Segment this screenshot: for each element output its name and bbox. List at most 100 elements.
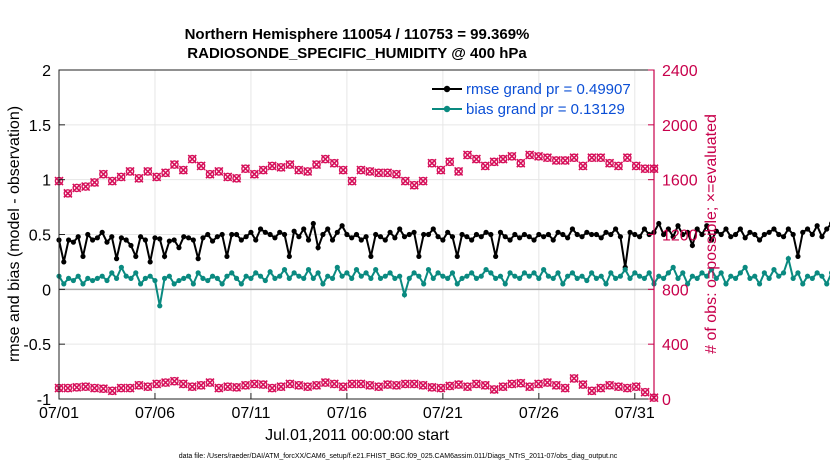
data-point (152, 235, 158, 241)
data-point (214, 275, 220, 281)
right-tick-label: 800 (662, 282, 689, 299)
data-point (665, 270, 671, 276)
obs-count-marker (81, 181, 91, 192)
data-point (689, 242, 695, 249)
obs-count-marker (143, 382, 153, 392)
data-point (358, 237, 364, 243)
data-point (401, 234, 408, 240)
data-point (584, 229, 590, 235)
obs-count-marker (143, 166, 153, 177)
data-point (109, 270, 115, 276)
data-point (694, 275, 700, 281)
data-point (660, 231, 667, 238)
data-point (824, 281, 830, 287)
legend-rmse-label: rmse grand pr = 0.49907 (466, 81, 631, 98)
left-tick-label: 0 (42, 282, 51, 299)
data-point (675, 275, 681, 281)
data-point (800, 229, 806, 235)
data-point (756, 237, 763, 243)
obs-count-marker (178, 379, 188, 389)
data-point (550, 237, 556, 243)
obs-count-marker (311, 160, 322, 170)
data-point (732, 275, 739, 281)
data-point (785, 256, 791, 262)
data-point (622, 266, 628, 273)
data-point (157, 303, 163, 309)
obs-count-marker (445, 381, 455, 391)
data-point (286, 275, 292, 281)
obs-count-marker (525, 382, 535, 392)
series-1 (56, 255, 830, 309)
data-point (262, 229, 268, 235)
obs-count-marker (551, 155, 561, 166)
obs-count-marker (356, 165, 366, 175)
obs-count-marker (551, 380, 561, 390)
obs-count-marker (72, 382, 82, 392)
data-point (118, 235, 124, 241)
obs-count-marker (311, 380, 322, 390)
data-point (344, 231, 350, 238)
data-point (416, 253, 422, 260)
obs-count-marker (232, 173, 242, 183)
data-point (579, 273, 585, 279)
data-point (229, 231, 235, 238)
data-point (790, 275, 796, 281)
data-point (133, 253, 139, 260)
obs-count-marker (578, 161, 588, 171)
data-point (752, 273, 758, 279)
obs-count-marker (498, 154, 508, 164)
data-point (315, 270, 321, 276)
data-point (373, 266, 379, 273)
x-axis-ticks: 07/01 07/06 07/11 07/16 07/21 07/26 07/31 (39, 393, 655, 422)
left-tick-label: 1.5 (29, 118, 51, 135)
obs-count-marker (569, 373, 579, 384)
data-point (569, 226, 576, 232)
data-point (565, 235, 571, 241)
data-point (593, 231, 600, 238)
obs-count-marker (400, 176, 410, 186)
data-point (737, 270, 743, 276)
data-point (521, 231, 528, 238)
data-point (776, 273, 782, 279)
data-point (128, 275, 134, 281)
data-point (598, 235, 604, 241)
data-point (123, 273, 129, 279)
data-point (502, 281, 508, 287)
data-point (608, 231, 614, 238)
data-point (421, 281, 427, 287)
obs-count-marker (134, 380, 144, 390)
data-point (569, 270, 576, 276)
data-point (219, 281, 225, 287)
data-point (277, 229, 283, 235)
data-point (123, 237, 129, 243)
data-point (118, 264, 124, 270)
data-point (411, 229, 417, 235)
obs-count-marker (605, 158, 615, 168)
obs-count-marker (605, 380, 615, 390)
data-point (425, 266, 432, 273)
data-point (176, 277, 182, 284)
obs-count-marker (116, 383, 126, 393)
data-point (699, 270, 705, 276)
data-point (641, 275, 648, 281)
data-point (272, 235, 278, 241)
obs-count-marker (258, 165, 268, 175)
data-point (267, 231, 273, 238)
data-point (238, 281, 244, 287)
data-point (555, 229, 561, 235)
obs-count-marker (542, 153, 552, 163)
data-point (142, 237, 148, 243)
data-point (656, 220, 662, 227)
data-point (512, 273, 518, 279)
data-point (94, 275, 100, 281)
data-point (545, 231, 552, 238)
data-point (416, 273, 422, 279)
obs-count-marker (89, 383, 100, 393)
data-point (161, 253, 168, 260)
data-point (493, 275, 499, 281)
data-point (699, 231, 705, 238)
obs-count-marker (285, 160, 295, 170)
obs-count-marker (560, 155, 570, 166)
data-point (363, 234, 369, 240)
